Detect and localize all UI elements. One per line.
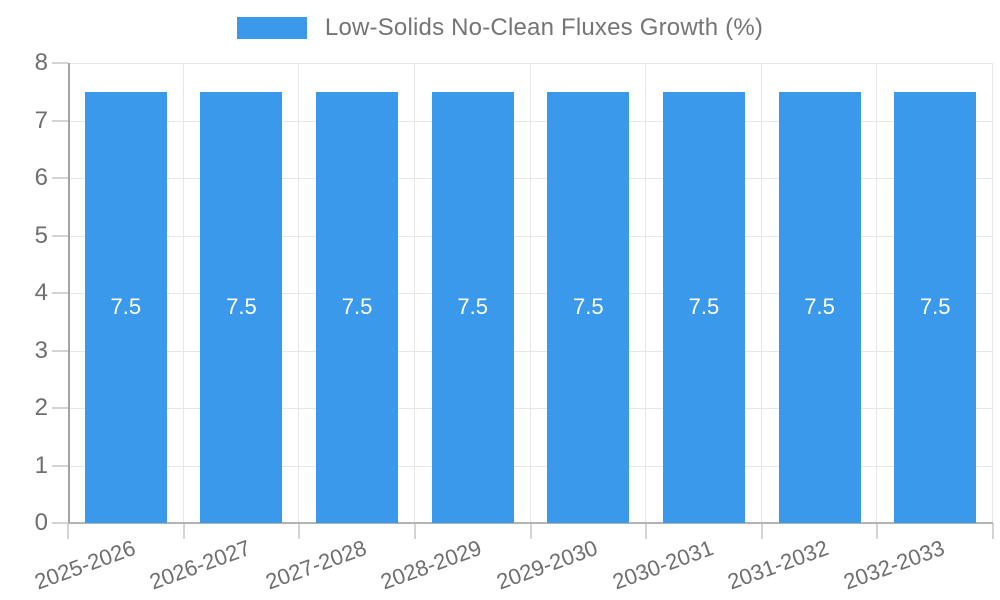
x-axis-label: 2029-2030 bbox=[493, 535, 601, 595]
y-axis-label: 0 bbox=[34, 509, 48, 536]
bar-value-label: 7.5 bbox=[804, 294, 835, 320]
x-gridline bbox=[413, 63, 415, 523]
x-tick-mark bbox=[67, 523, 69, 539]
bar-value-label: 7.5 bbox=[457, 294, 488, 320]
x-axis-line bbox=[68, 522, 993, 524]
y-gridline bbox=[68, 120, 993, 122]
y-axis-label: 5 bbox=[34, 221, 48, 249]
bar-value-label: 7.5 bbox=[226, 294, 257, 320]
x-axis-label: 2028-2029 bbox=[377, 535, 486, 595]
bar-value-label: 7.5 bbox=[110, 294, 142, 320]
y-tick-mark bbox=[52, 407, 68, 409]
x-axis-label: 2026-2027 bbox=[146, 535, 254, 595]
bar-value-label: 7.5 bbox=[341, 294, 373, 320]
bar[interactable] bbox=[662, 91, 745, 523]
legend-swatch bbox=[236, 17, 307, 39]
x-axis-label: 2025-2026 bbox=[30, 535, 139, 595]
bar-value-label: 7.5 bbox=[688, 294, 720, 320]
y-axis-label: 2 bbox=[34, 394, 48, 421]
y-tick-mark bbox=[52, 349, 68, 352]
y-tick-mark bbox=[52, 464, 68, 467]
y-axis-label: 7 bbox=[34, 106, 48, 134]
x-tick-mark bbox=[760, 523, 763, 539]
x-tick-mark bbox=[298, 523, 301, 539]
y-gridline bbox=[68, 465, 993, 467]
y-gridline bbox=[68, 350, 993, 352]
y-tick-mark bbox=[52, 292, 68, 294]
y-axis-label: 6 bbox=[34, 164, 48, 191]
x-axis-label: 2030-2031 bbox=[609, 535, 717, 595]
x-gridline bbox=[182, 63, 184, 523]
x-tick-mark bbox=[413, 523, 416, 539]
y-tick-mark bbox=[52, 62, 68, 64]
x-tick-mark bbox=[876, 523, 879, 539]
x-gridline bbox=[992, 63, 993, 523]
x-tick-mark bbox=[992, 523, 994, 539]
x-tick-mark bbox=[645, 523, 648, 539]
x-axis-label: 2027-2028 bbox=[262, 535, 370, 595]
x-tick-mark bbox=[529, 523, 532, 539]
y-gridline bbox=[68, 293, 993, 294]
x-axis-label: 2031-2032 bbox=[724, 535, 833, 595]
y-tick-mark bbox=[52, 234, 68, 237]
bar[interactable] bbox=[778, 91, 861, 523]
x-gridline bbox=[645, 63, 647, 523]
y-gridline bbox=[68, 63, 993, 64]
y-tick-mark bbox=[52, 177, 68, 179]
bar[interactable] bbox=[547, 91, 630, 523]
chart-legend[interactable]: Low-Solids No-Clean Fluxes Growth (%) bbox=[0, 14, 1000, 42]
bar-value-label: 7.5 bbox=[919, 294, 951, 320]
bar[interactable] bbox=[84, 91, 167, 523]
bar[interactable] bbox=[316, 91, 399, 523]
bar[interactable] bbox=[200, 91, 283, 523]
y-axis-label: 3 bbox=[34, 336, 48, 364]
y-tick-mark bbox=[52, 119, 68, 122]
y-gridline bbox=[68, 408, 993, 409]
bar[interactable] bbox=[431, 91, 514, 523]
x-gridline bbox=[529, 63, 531, 523]
legend-label: Low-Solids No-Clean Fluxes Growth (%) bbox=[324, 14, 764, 41]
x-gridline bbox=[298, 63, 300, 523]
x-tick-mark bbox=[182, 523, 185, 539]
y-gridline bbox=[68, 178, 993, 179]
bar[interactable] bbox=[894, 91, 977, 523]
x-gridline bbox=[876, 63, 878, 523]
x-gridline bbox=[760, 63, 762, 523]
x-axis-label: 2032-2033 bbox=[840, 535, 948, 595]
y-axis-label: 1 bbox=[34, 451, 48, 479]
y-axis-line bbox=[68, 63, 70, 523]
y-axis-label: 8 bbox=[34, 49, 48, 76]
y-tick-mark bbox=[52, 522, 68, 524]
bar-value-label: 7.5 bbox=[573, 294, 604, 320]
y-gridline bbox=[68, 235, 993, 237]
y-axis-label: 4 bbox=[34, 279, 48, 306]
plot-area: 0 1 2 3 4 5 6 7 8 7.5 2025-2026 7.5 2026-2027 7.5 2027… bbox=[31, 51, 994, 594]
